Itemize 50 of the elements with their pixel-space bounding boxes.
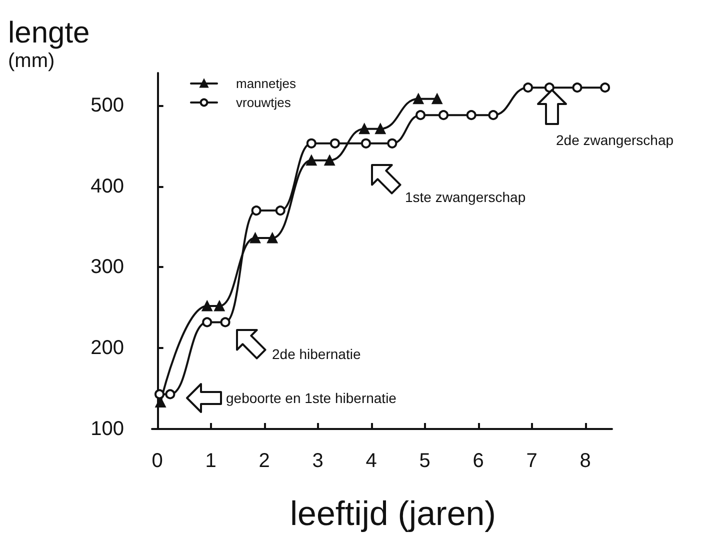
point [154, 389, 164, 400]
x-tick-label: 8 [580, 450, 591, 472]
y-tick-label: 100 [90, 418, 124, 440]
point [220, 317, 230, 328]
point [306, 155, 317, 166]
annotation: 1ste zwangerschap [405, 189, 526, 205]
point [416, 110, 426, 120]
point [306, 138, 316, 148]
point [432, 94, 442, 104]
point [330, 138, 340, 148]
y-tick-label: 300 [90, 256, 124, 278]
y-tick-label: 500 [90, 94, 124, 116]
annotation: 2de hibernatie [272, 346, 361, 362]
x-tick-label: 4 [366, 450, 377, 472]
point [523, 82, 534, 93]
point [214, 300, 225, 312]
point [202, 300, 212, 312]
annotation: 2de zwangerschap [556, 132, 674, 148]
legend-label: mannetjes [236, 76, 296, 91]
point [413, 94, 424, 104]
point [572, 82, 582, 93]
point [360, 138, 371, 148]
legend-label: vrouwtjes [236, 95, 292, 110]
point [165, 389, 176, 400]
point [600, 82, 610, 93]
point [544, 82, 554, 93]
x-tick-label: 0 [152, 450, 163, 472]
point [387, 138, 398, 148]
point [375, 124, 386, 134]
point [250, 232, 260, 244]
annotation: geboorte en 1ste hibernatie [226, 390, 397, 406]
point [275, 206, 286, 216]
point [251, 206, 262, 216]
x-tick-label: 6 [472, 450, 484, 472]
point [359, 124, 370, 134]
y-axis-title: lengte (mm) [8, 16, 90, 72]
x-tick-label: 5 [419, 450, 430, 472]
y-tick-label: 200 [90, 337, 124, 360]
y-tick-label: 400 [90, 175, 124, 198]
x-axis-title: leeftijd (jaren) [290, 495, 496, 533]
point [438, 110, 449, 120]
x-tick-label: 1 [205, 450, 216, 472]
point [267, 232, 278, 244]
x-tick-label: 2 [258, 450, 270, 472]
x-tick-label: 7 [526, 450, 538, 472]
point [202, 317, 212, 328]
x-tick-label: 3 [312, 450, 324, 472]
point [488, 110, 498, 120]
point [324, 155, 335, 166]
point [466, 110, 476, 120]
